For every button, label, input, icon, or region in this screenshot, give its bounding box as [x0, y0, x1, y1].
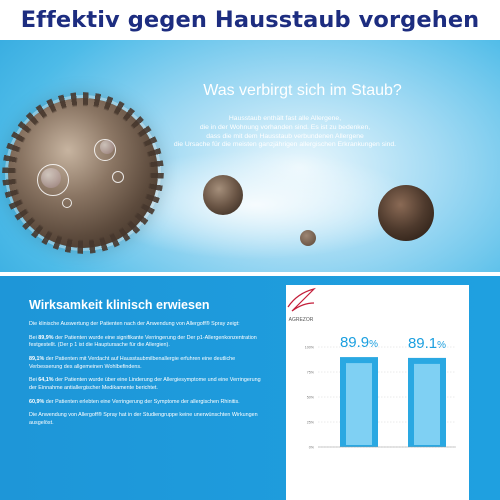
hero-intro: Hausstaub enthält fast alle Allergene, d…	[110, 115, 460, 150]
study-finding: Bei 89,9% der Patienten wurde eine signi…	[29, 334, 257, 349]
agrezor-logo: AGREZOR	[287, 287, 316, 323]
highlight-ring	[37, 164, 69, 196]
dust-particle-image	[378, 185, 434, 241]
finding-value: 60,9%	[29, 398, 45, 405]
hero-line: die in der Wohnung vorhanden sind. Es is…	[199, 123, 371, 131]
dust-particle-image	[300, 230, 316, 246]
study-finding: Bei 64,1% der Patienten wurde über eine …	[29, 377, 261, 391]
hero-line: die Ursache für die meisten ganzjährigen…	[173, 141, 397, 149]
pollen-bubble	[41, 168, 61, 188]
header-banner: Effektiv gegen Hausstaub vorgehen	[0, 0, 500, 40]
page-title: Effektiv gegen Hausstaub vorgehen	[20, 7, 480, 33]
y-tick-label: 0%	[309, 446, 315, 450]
y-tick-label: 75%	[307, 371, 315, 375]
y-tick-label: 50%	[307, 396, 315, 400]
study-section: Wirksamkeit klinisch erwiesen Die klinis…	[0, 276, 500, 500]
logo-text: AGREZOR	[289, 317, 314, 323]
finding-value: 89,9%	[38, 334, 54, 341]
bar-chart: 0% 25% 50% 75% 100% 89.9% 89.1%	[305, 334, 456, 450]
bar-highlight	[414, 363, 440, 445]
pollen-bubble	[100, 140, 114, 154]
finding-value: 89,1%	[29, 356, 45, 363]
highlight-ring	[62, 198, 72, 208]
y-tick-label: 25%	[307, 421, 315, 425]
hero-line: dass die mit dem Hausstaub verbundenen A…	[206, 132, 364, 140]
study-intro: Die klinische Auswertung der Patienten n…	[29, 321, 240, 327]
study-outro: Die Anwendung von Allergoff® Spray hat i…	[29, 412, 258, 426]
dust-particle-image	[203, 175, 243, 215]
finding-value: 64,1%	[38, 377, 54, 384]
dust-mite-large-image	[8, 98, 158, 248]
study-finding: 60,9% der Patienten erlebten eine Verrin…	[29, 398, 240, 405]
study-text: Die klinische Auswertung der Patienten n…	[29, 321, 269, 434]
study-finding: 89,1% der Patienten mit Verdacht auf Hau…	[29, 356, 236, 370]
hero-title: Was verbirgt sich im Staub?	[203, 82, 402, 99]
study-title: Wirksamkeit klinisch erwiesen	[29, 298, 210, 312]
y-tick-label: 100%	[305, 346, 315, 350]
hero-section: Was verbirgt sich im Staub? Hausstaub en…	[0, 40, 500, 272]
data-label: 89.9%	[340, 334, 378, 351]
hero-line: Hausstaub enthält fast alle Allergene,	[228, 115, 342, 122]
highlight-ring	[112, 171, 124, 183]
chart-card: 0% 25% 50% 75% 100% 89.9% 89.1% AGREZOR	[286, 285, 469, 500]
bar-highlight	[346, 363, 372, 445]
highlight-ring	[94, 139, 116, 161]
data-label: 89.1%	[408, 335, 446, 352]
